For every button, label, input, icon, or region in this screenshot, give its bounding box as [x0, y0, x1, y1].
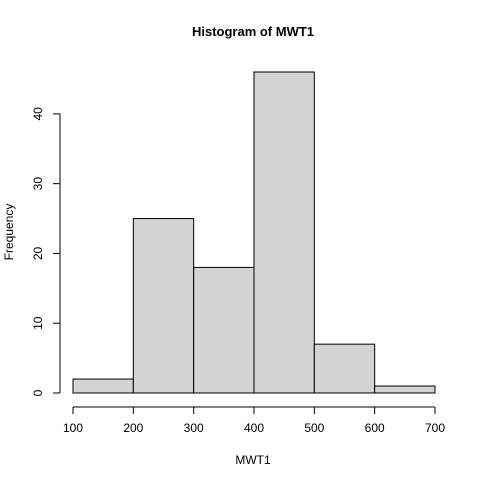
histogram-bar-200-300	[132, 218, 195, 394]
x-axis-label: MWT1	[235, 453, 271, 467]
x-tick-label: 300	[184, 421, 204, 435]
y-tick-label: 40	[31, 107, 45, 121]
x-tick-label: 600	[365, 421, 385, 435]
histogram-bar-500-600	[313, 343, 376, 394]
y-tick-label: 30	[31, 177, 45, 191]
y-tick-label: 10	[31, 316, 45, 330]
x-tick-label: 700	[425, 421, 445, 435]
y-tick-label: 0	[31, 389, 45, 396]
bars-group	[72, 71, 436, 394]
y-axis-label: Frequency	[2, 204, 16, 261]
y-tick-label: 20	[31, 246, 45, 260]
x-tick-label: 500	[304, 421, 324, 435]
histogram-bar-400-500	[253, 71, 315, 394]
x-tick-label: 200	[123, 421, 143, 435]
histogram-bar-300-400	[193, 266, 255, 394]
x-axis: 100 200 300 400 500 600 700	[63, 406, 445, 435]
chart-title: Histogram of MWT1	[192, 24, 314, 39]
y-axis: 0 10 20 30 40	[31, 107, 61, 396]
x-tick-label: 100	[63, 421, 83, 435]
histogram-bar-600-700	[374, 385, 436, 394]
x-tick-label: 400	[244, 421, 264, 435]
histogram-bar-100-200	[72, 378, 134, 394]
